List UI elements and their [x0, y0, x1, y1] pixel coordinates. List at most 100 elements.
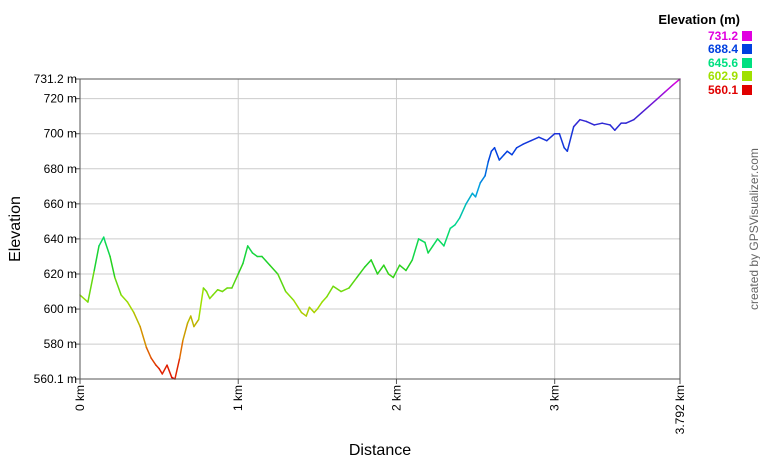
y-tick-label: 560.1 m [34, 372, 77, 386]
elevation-line-segment [558, 132, 565, 149]
elevation-line-segment [87, 269, 95, 303]
legend-entry: 688.4 [640, 42, 752, 57]
elevation-line-segment [572, 118, 581, 128]
elevation-line-segment [392, 264, 401, 279]
y-tick-label: 620 m [44, 267, 77, 281]
elevation-line-segment [161, 364, 168, 375]
elevation-line-segment [566, 125, 575, 152]
elevation-line-segment [104, 241, 111, 258]
elevation-line-segment [656, 90, 667, 100]
legend-title: Elevation (m) [658, 12, 740, 27]
elevation-line-segment [145, 346, 152, 359]
elevation-line-segment [139, 325, 148, 349]
elevation-line-segment [538, 136, 548, 142]
elevation-line-segment [405, 259, 414, 272]
elevation-line-segment [511, 146, 518, 156]
elevation-line-segment [664, 83, 675, 93]
legend-entries: 731.2 688.4 645.6 602.9 560.1 [640, 29, 752, 97]
legend-swatch [742, 84, 752, 95]
elevation-line-segment [155, 364, 160, 370]
elevation-line-segment [205, 290, 211, 300]
x-tick-label: 3 km [548, 385, 562, 411]
elevation-line-segment [503, 150, 508, 156]
elevation-line-segment [269, 264, 279, 275]
elevation-legend: Elevation (m) 731.2 688.4 645.6 602.9 560.1 [640, 12, 752, 97]
elevation-line-segment [193, 318, 200, 328]
elevation-line-segment [186, 315, 192, 324]
y-tick-label: 731.2 m [34, 72, 77, 86]
elevation-line-segment [79, 294, 89, 303]
elevation-line-segment [585, 120, 595, 126]
elevation-line-segment [387, 273, 395, 279]
elevation-line-segment [383, 264, 390, 275]
y-tick-label: 640 m [44, 232, 77, 246]
elevation-line-segment [321, 296, 328, 303]
elevation-line-segment [202, 287, 208, 293]
elevation-line-segment [150, 357, 157, 366]
legend-value: 560.1 [707, 82, 738, 97]
x-tick-label: 2 km [389, 385, 403, 411]
elevation-line-segment [601, 122, 611, 126]
elevation-line-segment [648, 97, 659, 107]
elevation-line-segment [313, 308, 319, 314]
elevation-line-segment [178, 339, 184, 359]
elevation-line-segment [133, 311, 141, 328]
elevation-line-segment [231, 273, 239, 289]
elevation-line-segment [530, 136, 540, 142]
elevation-line [79, 78, 681, 380]
elevation-line-segment [242, 245, 249, 265]
elevation-line-segment [609, 124, 616, 131]
elevation-line-segment [300, 311, 308, 317]
elevation-line-segment [436, 238, 445, 247]
y-tick-label: 680 m [44, 162, 77, 176]
legend-value: 602.9 [707, 69, 738, 84]
elevation-line-segment [424, 241, 429, 254]
legend-swatch [742, 44, 752, 55]
elevation-line-segment [640, 104, 651, 114]
elevation-line-segment [308, 306, 315, 314]
y-tick-label: 700 m [44, 127, 77, 141]
credit-text: created by GPSVisualizer.com [747, 148, 760, 310]
x-tick-label: 0 km [73, 385, 87, 411]
elevation-line-segment [506, 150, 513, 156]
elevation-line-segment [479, 175, 486, 184]
elevation-line-segment [237, 262, 244, 275]
plot-area-background [80, 79, 680, 379]
elevation-line-segment [515, 143, 524, 149]
elevation-line-segment [427, 245, 434, 254]
x-axis-title: Distance [349, 442, 411, 459]
elevation-line-segment [284, 290, 295, 302]
plot-area-frame [79, 78, 681, 380]
y-tick-label: 600 m [44, 302, 77, 316]
elevation-line-segment [465, 192, 474, 205]
elevation-line-segment [102, 236, 107, 244]
elevation-line-segment [166, 364, 173, 379]
elevation-line-segment [216, 289, 224, 293]
elevation-line-segment [443, 227, 451, 247]
elevation-line-segment [190, 315, 195, 328]
elevation-line-segment [593, 122, 603, 126]
legend-entry: 602.9 [640, 69, 752, 84]
elevation-line-segment [498, 154, 505, 161]
elevation-line-segment [209, 294, 214, 300]
elevation-line-segment [261, 255, 271, 266]
elevation-line-segment [197, 287, 205, 321]
elevation-line-segment [411, 238, 420, 261]
y-axis-ticks: 560.1 m 580 m 600 m 620 m 640 m 660 m 680 m 700… [34, 72, 80, 386]
elevation-line-segment [633, 111, 643, 121]
elevation-line-segment [98, 236, 105, 247]
elevation-line-segment [459, 203, 467, 219]
elevation-line-segment [546, 132, 556, 142]
elevation-line-segment [158, 367, 164, 375]
elevation-line-segment [522, 139, 532, 145]
elevation-line-segment [614, 122, 622, 131]
elevation-line-segment [246, 245, 254, 254]
legend-entry: 731.2 [640, 29, 752, 43]
elevation-line-segment [487, 150, 493, 163]
elevation-line-segment [356, 266, 366, 279]
elevation-line-segment [174, 357, 181, 380]
legend-value: 645.6 [707, 55, 738, 70]
elevation-line-segment [251, 252, 258, 258]
legend-value: 688.4 [707, 42, 738, 57]
